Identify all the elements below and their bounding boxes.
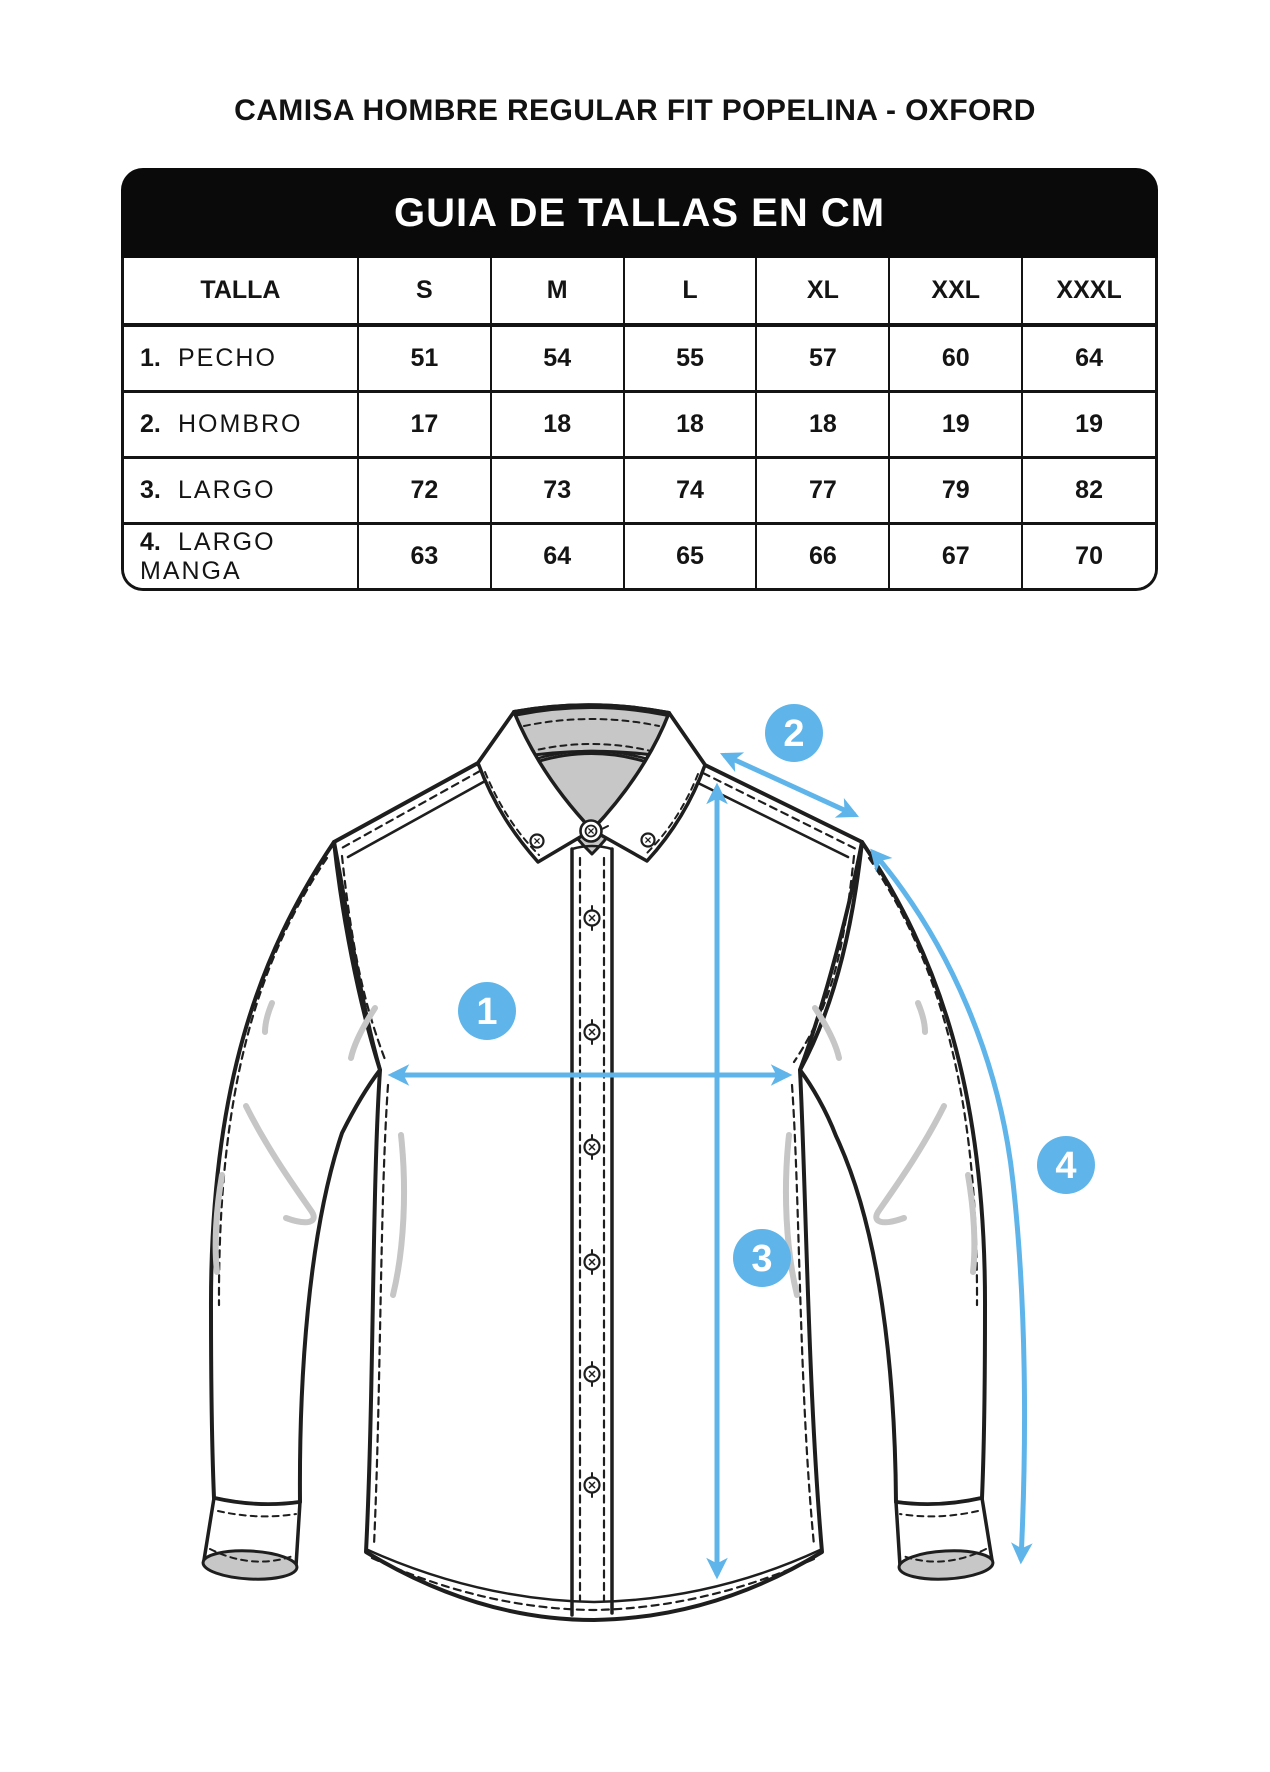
cell-value: 65 [622, 522, 758, 588]
measurement-annotations: 1 2 3 4 [387, 704, 1095, 1580]
col-header-s: S [356, 258, 492, 327]
collar-point-right [590, 711, 707, 863]
product-title: CAMISA HOMBRE REGULAR FIT POPELINA - OXF… [234, 94, 1036, 127]
hem-line [366, 1548, 822, 1604]
collar-center-button [579, 819, 609, 843]
table-row-largo: 3. LARGO 72 73 74 77 79 82 [124, 456, 1155, 525]
measurement-arrow-2-hombro [719, 752, 860, 818]
armhole-stitch-left [340, 854, 388, 1064]
shirt-outline [201, 703, 995, 1622]
row-number: 4. [140, 527, 161, 556]
cell-value: 74 [622, 456, 758, 525]
row-number: 3. [140, 476, 161, 504]
col-header-m: M [489, 258, 625, 327]
row-name: LARGO MANGA [140, 527, 276, 585]
marker-number-2: 2 [783, 713, 804, 755]
marker-number-3: 3 [751, 1238, 772, 1280]
marker-number-4: 4 [1055, 1145, 1076, 1187]
cell-value: 67 [888, 522, 1024, 588]
cuff-stitch [217, 1510, 297, 1518]
side-stitch-left [372, 1083, 390, 1547]
marker-badge-2: 2 [765, 704, 823, 762]
collar-point-left [476, 710, 594, 864]
marker-number-1: 1 [476, 991, 497, 1033]
cell-value: 73 [489, 456, 625, 525]
armhole-stitch-right [792, 854, 856, 1064]
hem-stitch [370, 1556, 818, 1612]
row-label-pecho: 1. PECHO [124, 323, 359, 393]
yoke-seam-left [346, 778, 489, 859]
cell-value: 63 [356, 522, 492, 588]
marker-badge-1: 1 [458, 982, 516, 1040]
collar-button-right [640, 832, 656, 848]
cuff-stitch [209, 1548, 294, 1563]
row-label-largo: 3. LARGO [124, 456, 359, 525]
cell-value: 79 [888, 456, 1024, 525]
col-header-xxl: XXL [888, 258, 1024, 327]
size-table-frame: TALLA S M L XL XXL XXXL 1. PECHO 51 54 55… [121, 258, 1158, 591]
cell-value: 60 [888, 323, 1024, 393]
collar [476, 703, 707, 864]
row-name: HOMBRO [178, 410, 303, 438]
col-header-l: L [622, 258, 758, 327]
row-name: PECHO [178, 344, 277, 372]
row-label-hombro: 2. HOMBRO [124, 390, 359, 459]
cell-value: 64 [1021, 323, 1155, 393]
cell-value: 82 [1021, 456, 1155, 525]
col-header-xl: XL [755, 258, 891, 327]
cell-value: 18 [489, 390, 625, 459]
cell-value: 17 [356, 390, 492, 459]
row-number: 2. [140, 410, 161, 438]
cuff-right [894, 1496, 995, 1581]
cell-value: 55 [622, 323, 758, 393]
row-label-largo-manga: 4. LARGO MANGA [124, 522, 359, 588]
row-number: 1. [140, 344, 161, 372]
cuff-left [201, 1496, 302, 1581]
cell-value: 51 [356, 323, 492, 393]
cuff-opening-left [201, 1549, 299, 1581]
cell-value: 54 [489, 323, 625, 393]
size-table-header-row: TALLA S M L XL XXL XXXL [124, 258, 1155, 327]
cell-value: 19 [888, 390, 1024, 459]
size-guide-header: GUIA DE TALLAS EN CM [121, 168, 1158, 258]
size-guide: GUIA DE TALLAS EN CM TALLA S M L XL XXL … [121, 168, 1158, 591]
table-row-pecho: 1. PECHO 51 54 55 57 60 64 [124, 323, 1155, 393]
col-header-talla: TALLA [124, 258, 359, 327]
table-row-hombro: 2. HOMBRO 17 18 18 18 19 19 [124, 390, 1155, 459]
shirt-body [332, 703, 864, 1622]
marker-badge-3: 3 [733, 1229, 791, 1287]
cell-value: 18 [755, 390, 891, 459]
button-placket [570, 844, 614, 1617]
cell-value: 72 [356, 456, 492, 525]
cell-value: 18 [622, 390, 758, 459]
measurement-arrow-4-largo-manga [870, 848, 1033, 1565]
col-header-xxxl: XXXL [1021, 258, 1155, 327]
cell-value: 66 [755, 522, 891, 588]
cell-value: 77 [755, 456, 891, 525]
collar-button-left [529, 833, 545, 849]
marker-badge-4: 4 [1037, 1136, 1095, 1194]
cell-value: 19 [1021, 390, 1155, 459]
row-name: LARGO [178, 476, 276, 504]
cell-value: 70 [1021, 522, 1155, 588]
sleeve-stitch-left [217, 856, 329, 1307]
cell-value: 57 [755, 323, 891, 393]
size-table: TALLA S M L XL XXL XXXL 1. PECHO 51 54 55… [124, 258, 1155, 588]
yoke-stitch-left [338, 769, 482, 851]
side-stitch-right [790, 1083, 816, 1547]
table-row-largo-manga: 4. LARGO MANGA 63 64 65 66 67 70 [124, 522, 1155, 588]
cell-value: 64 [489, 522, 625, 588]
